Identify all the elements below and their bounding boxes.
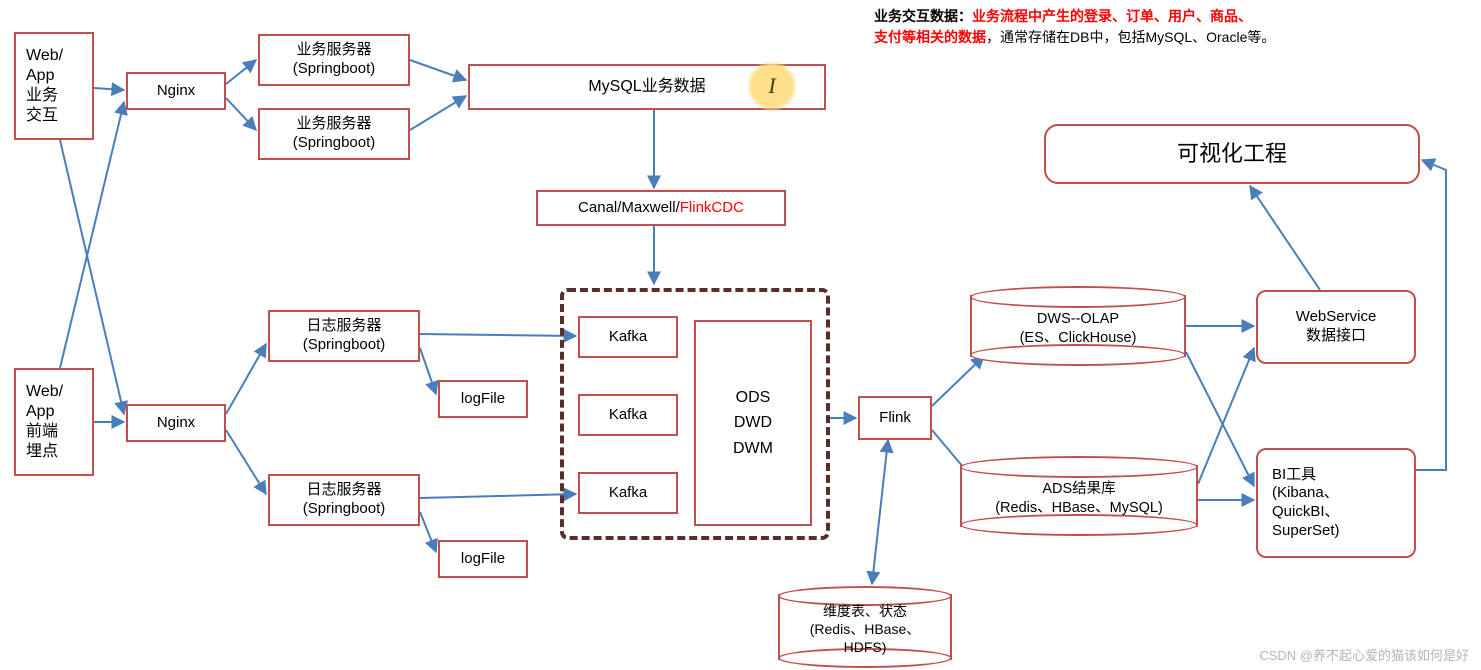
node-ods: ODS DWD DWM: [694, 320, 812, 526]
node-web-front: Web/ App 前端 埋点: [14, 368, 94, 476]
node-viz: 可视化工程: [1044, 124, 1420, 184]
node-biz-srv-2: 业务服务器 (Springboot): [258, 108, 410, 160]
node-dws-cyl: DWS--OLAP (ES、ClickHouse): [970, 286, 1186, 366]
note-text: 业务交互数据：业务流程中产生的登录、订单、用户、商品、 支付等相关的数据，通常存…: [874, 6, 1474, 48]
cdc-pre: Canal/Maxwell/: [578, 199, 680, 218]
text-cursor-highlight: I: [746, 60, 798, 112]
cdc-red: FlinkCDC: [680, 199, 744, 218]
node-log-srv-1: 日志服务器 (Springboot): [268, 310, 420, 362]
node-cdc: Canal/Maxwell/FlinkCDC: [536, 190, 786, 226]
note-label: 业务交互数据：: [874, 8, 972, 24]
ads-label: ADS结果库 (Redis、HBase、MySQL): [960, 480, 1198, 518]
node-kafka-1: Kafka: [578, 316, 678, 358]
node-log-srv-2: 日志服务器 (Springboot): [268, 474, 420, 526]
note-tail: ，通常存储在DB中，包括MySQL、Oracle等。: [986, 29, 1275, 45]
node-biz-srv-1: 业务服务器 (Springboot): [258, 34, 410, 86]
note-red-1: 业务流程中产生的登录、订单、用户、商品、: [972, 8, 1252, 24]
node-logfile-2: logFile: [438, 540, 528, 578]
dws-label: DWS--OLAP (ES、ClickHouse): [970, 310, 1186, 348]
node-web-biz: Web/ App 业务 交互: [14, 32, 94, 140]
node-kafka-2: Kafka: [578, 394, 678, 436]
node-bход-tools: BI工具 (Kibana、 QuickBI、 SuperSet): [1256, 448, 1416, 558]
watermark: CSDN @养不起心爱的猫该如何是好: [1259, 645, 1469, 664]
note-red-2: 支付等相关的数据: [874, 29, 986, 45]
node-ads-cyl: ADS结果库 (Redis、HBase、MySQL): [960, 456, 1198, 536]
node-logfile-1: logFile: [438, 380, 528, 418]
dim-label: 维度表、状态 (Redis、HBase、 HDFS): [778, 602, 952, 657]
node-flink: Flink: [858, 396, 932, 440]
node-nginx-2: Nginx: [126, 404, 226, 442]
node-kafka-3: Kafka: [578, 472, 678, 514]
node-nginx-1: Nginx: [126, 72, 226, 110]
node-dim-cyl: 维度表、状态 (Redis、HBase、 HDFS): [778, 586, 952, 668]
node-webservice: WebService 数据接口: [1256, 290, 1416, 364]
